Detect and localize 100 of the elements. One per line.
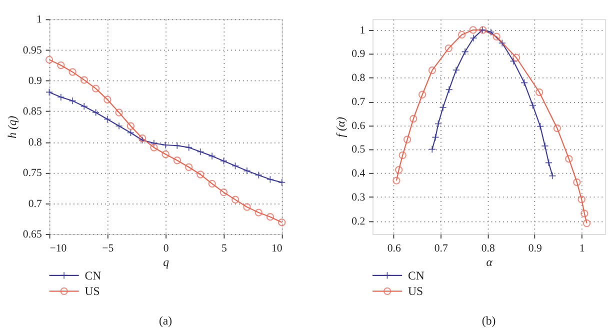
point bbox=[243, 166, 251, 175]
y-tick-label: 0.65 bbox=[22, 228, 42, 240]
point bbox=[173, 142, 182, 150]
point bbox=[498, 39, 506, 47]
point bbox=[266, 212, 274, 221]
point bbox=[428, 66, 436, 74]
point bbox=[394, 166, 403, 174]
y-tick-label: 0.4 bbox=[352, 168, 366, 180]
point bbox=[92, 84, 100, 92]
y-tick-label: 0.95 bbox=[22, 44, 42, 56]
point bbox=[104, 115, 112, 124]
x-tick-label: 1 bbox=[579, 242, 585, 254]
y-tick-label: 0.8 bbox=[28, 136, 42, 148]
point bbox=[45, 88, 54, 96]
point bbox=[444, 44, 452, 52]
point bbox=[92, 108, 100, 116]
legend-label: US bbox=[84, 284, 100, 298]
x-tick-label: −10 bbox=[50, 242, 67, 254]
point bbox=[461, 48, 469, 56]
y-tick-label: 0.7 bbox=[28, 198, 42, 210]
point bbox=[150, 139, 158, 148]
point bbox=[510, 57, 518, 66]
point bbox=[452, 66, 460, 74]
point bbox=[565, 154, 573, 163]
x-tick-label: 0.8 bbox=[481, 242, 495, 254]
y-tick-label: 0.9 bbox=[352, 48, 366, 60]
legend-label: CN bbox=[84, 268, 102, 282]
x-tick-label: 0.9 bbox=[528, 242, 542, 254]
point bbox=[487, 28, 495, 36]
point bbox=[115, 122, 123, 130]
point bbox=[278, 218, 286, 226]
point bbox=[278, 178, 286, 186]
point bbox=[196, 170, 204, 178]
point bbox=[432, 133, 440, 142]
point bbox=[196, 148, 204, 156]
point bbox=[231, 162, 240, 170]
point bbox=[173, 156, 182, 164]
point bbox=[392, 176, 400, 184]
x-tick-label: 0 bbox=[163, 242, 169, 254]
x-tick-label: 10 bbox=[272, 242, 282, 254]
point bbox=[428, 145, 436, 154]
point bbox=[573, 178, 581, 186]
y-tick-label: 0.75 bbox=[22, 167, 42, 180]
x-tick-label: −5 bbox=[102, 242, 114, 254]
point bbox=[434, 120, 442, 128]
point bbox=[184, 163, 193, 171]
point bbox=[470, 34, 478, 42]
point bbox=[80, 76, 88, 84]
point bbox=[578, 196, 586, 204]
point bbox=[115, 108, 123, 116]
point bbox=[150, 144, 158, 152]
point bbox=[57, 93, 65, 101]
point bbox=[220, 157, 228, 165]
point bbox=[68, 96, 76, 105]
point bbox=[184, 144, 193, 152]
point bbox=[254, 171, 262, 179]
x-axis-title: q bbox=[163, 255, 170, 270]
point bbox=[439, 104, 447, 112]
y-axis-title: h (q) bbox=[5, 116, 20, 138]
point bbox=[208, 180, 216, 188]
point bbox=[68, 68, 76, 76]
x-tick-label: 0.7 bbox=[434, 242, 448, 254]
point bbox=[162, 150, 170, 158]
y-tick-label: 0.7 bbox=[352, 96, 366, 108]
point bbox=[553, 124, 562, 132]
point bbox=[403, 136, 412, 144]
point bbox=[520, 78, 528, 87]
point bbox=[536, 122, 544, 130]
y-tick-label: 0.5 bbox=[352, 144, 366, 156]
y-tick-label: 0.85 bbox=[22, 106, 42, 118]
point bbox=[410, 114, 418, 123]
legend-label: CN bbox=[408, 268, 425, 282]
y-tick-label: 1 bbox=[36, 14, 42, 26]
point bbox=[458, 30, 466, 39]
point bbox=[541, 142, 549, 150]
point bbox=[398, 151, 406, 160]
y-tick-label: 0.9 bbox=[28, 75, 42, 88]
point bbox=[104, 96, 112, 104]
point bbox=[162, 141, 170, 149]
point bbox=[254, 208, 262, 216]
point bbox=[512, 54, 520, 62]
point bbox=[208, 152, 216, 160]
y-tick-label: 1 bbox=[360, 24, 366, 36]
point bbox=[231, 196, 240, 204]
point bbox=[220, 188, 228, 196]
point bbox=[580, 210, 588, 218]
point bbox=[492, 32, 500, 40]
point bbox=[445, 86, 453, 94]
point bbox=[582, 219, 591, 228]
y-tick-label: 0.3 bbox=[352, 191, 366, 204]
y-tick-label: 0.6 bbox=[352, 120, 366, 132]
y-tick-label: 0.8 bbox=[352, 72, 366, 84]
x-tick-label: 0.6 bbox=[387, 242, 402, 254]
text: (a) bbox=[159, 314, 172, 328]
point bbox=[528, 102, 537, 110]
point bbox=[126, 122, 135, 130]
text: (b) bbox=[482, 314, 496, 328]
y-tick-label: 0.2 bbox=[352, 215, 366, 228]
point bbox=[548, 172, 556, 180]
point bbox=[80, 102, 88, 110]
